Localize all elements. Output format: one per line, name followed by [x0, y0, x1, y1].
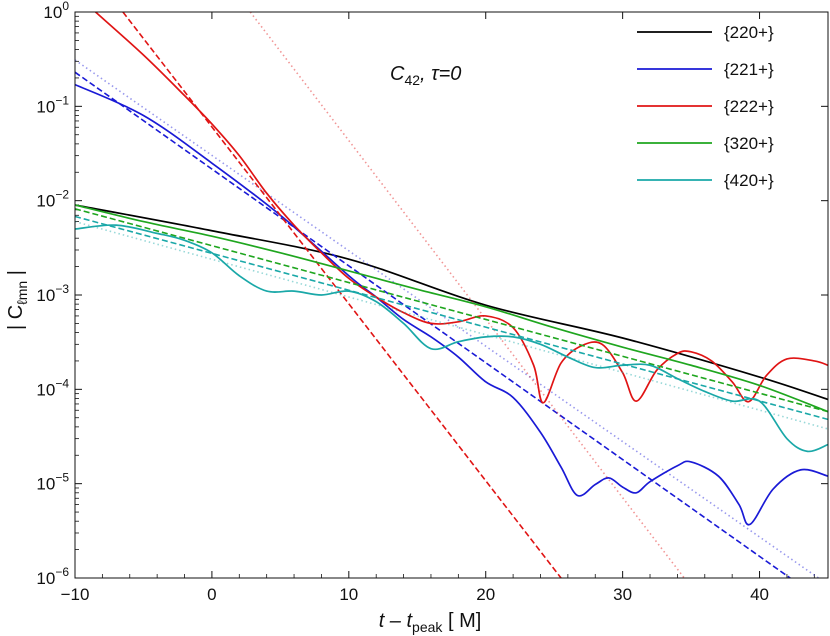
series-2-line [94, 12, 828, 404]
x-axis-label: t – tpeak [ M] [379, 610, 482, 635]
series-3-dashed-fit [75, 208, 828, 413]
y-axis-label-main: | C [5, 305, 27, 330]
x-tick-label: −10 [61, 585, 90, 604]
y-tick-label: 10−2 [36, 188, 69, 211]
ticks-layer [74, 11, 828, 579]
series-4-line [75, 224, 828, 453]
series-4-dashed-fit [75, 215, 828, 421]
series-2-dotted-fit [249, 12, 685, 578]
x-tick-label: 30 [613, 585, 632, 604]
y-axis-label: | Cℓmn | [5, 270, 30, 330]
annotation-main: C [390, 63, 405, 85]
legend-label-2: {222+} [724, 97, 774, 116]
y-axis-label-end: | [5, 270, 27, 281]
x-tick-label: 0 [207, 585, 216, 604]
x-tick-label: 10 [339, 585, 358, 604]
series-1-line [75, 83, 828, 526]
x-axis-label-sub: peak [412, 619, 443, 635]
x-axis-label-units: [ M] [442, 610, 481, 632]
legend-label-4: {420+} [724, 171, 774, 190]
series-1-dashed-fit [75, 71, 792, 578]
series-0-line [75, 204, 828, 401]
x-tick-label: 20 [476, 585, 495, 604]
y-tick-label: 100 [43, 0, 69, 22]
series-2-dashed-fit [122, 12, 562, 578]
y-tick-label: 10−5 [36, 471, 69, 494]
x-tick-label: 40 [750, 585, 769, 604]
chart-annotation: C42, τ=0 [390, 63, 461, 88]
legend-label-0: {220+} [724, 23, 774, 42]
series-3-line [75, 204, 828, 413]
series-4-dotted-fit [75, 220, 828, 430]
legend-label-3: {320+} [724, 134, 774, 153]
annotation-rest: , τ=0 [420, 63, 461, 85]
plot-frame [74, 11, 829, 579]
y-tick-label: 10−1 [36, 93, 69, 116]
legend-label-1: {221+} [724, 60, 774, 79]
legend: {220+} {221+} {222+} {320+} {420+} [637, 23, 774, 190]
x-axis-label-main: t – t [379, 610, 414, 632]
y-tick-label: 10−6 [36, 565, 69, 588]
series-layer [75, 12, 828, 578]
y-tick-label: 10−3 [36, 282, 69, 305]
y-tick-label: 10−4 [36, 376, 69, 399]
y-axis-label-sub: ℓmn [14, 281, 30, 305]
tick-labels-layer: −10 0 10 20 30 40 100 10−1 10−2 10−3 10−4 10−5 10−6 [36, 0, 769, 604]
annotation-sub: 42 [404, 72, 420, 88]
